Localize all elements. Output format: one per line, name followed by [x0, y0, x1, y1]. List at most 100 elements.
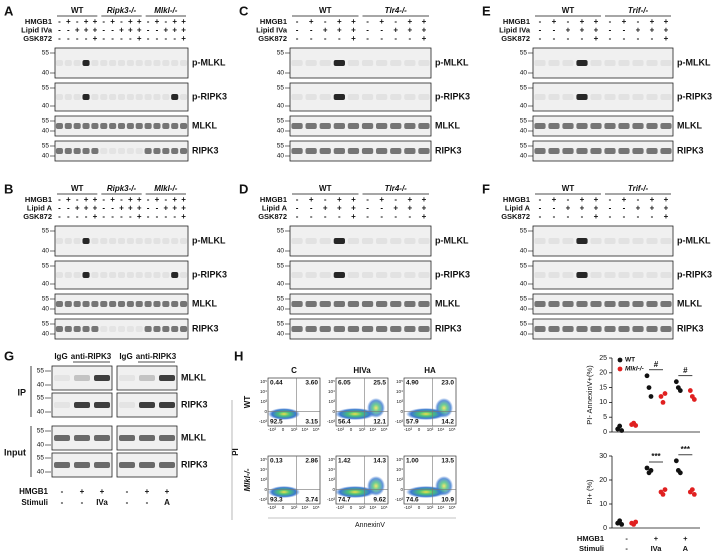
group-label: WT [562, 184, 575, 193]
x-tick-label: -10³ [404, 505, 413, 510]
band [548, 238, 560, 244]
data-point [687, 388, 693, 393]
y-tick-label: 10⁴ [260, 389, 267, 394]
lane-sign: - [609, 17, 612, 26]
band [534, 272, 546, 278]
band [64, 326, 72, 332]
lane-sign: - [120, 212, 123, 221]
lane-sign: + [351, 17, 356, 26]
blot-label: MLKL [192, 298, 217, 308]
lane-sign: + [566, 26, 571, 35]
band [180, 238, 188, 244]
legend-label: WT [625, 357, 635, 364]
band [180, 272, 188, 278]
band [562, 123, 574, 129]
band [534, 301, 546, 307]
mw-marker: 40 [42, 281, 50, 288]
band [100, 238, 108, 244]
row-label: HMGB1 [260, 195, 287, 204]
band [404, 148, 416, 154]
lane-sign: - [539, 34, 542, 43]
band [361, 94, 374, 100]
lane-sign: + [337, 17, 342, 26]
band [347, 301, 360, 307]
band [576, 238, 588, 244]
x-tick-label: 10³ [427, 427, 434, 432]
x-tick-label: 0 [282, 427, 285, 432]
band [305, 94, 317, 100]
cell-cloud [367, 476, 385, 496]
lane-sign: - [366, 26, 369, 35]
band [91, 238, 99, 244]
group-label: WT [319, 184, 332, 193]
blot-label: p-RIPK3 [192, 91, 227, 101]
band [135, 272, 143, 278]
band [291, 148, 303, 154]
band [632, 123, 644, 129]
band [618, 326, 630, 332]
data-point [619, 522, 625, 527]
lane-sign: - [129, 34, 132, 43]
row-label: HMGB1 [503, 17, 530, 26]
band [109, 94, 117, 100]
band [548, 326, 560, 332]
band [404, 94, 416, 100]
lane-sign: - [380, 26, 383, 35]
data-point [660, 400, 666, 405]
lane-sign: + [75, 204, 80, 213]
band [632, 326, 644, 332]
band [390, 238, 402, 244]
band [117, 326, 126, 332]
band [534, 123, 546, 129]
blot [289, 318, 432, 340]
lane-sign: + [636, 26, 641, 35]
band [180, 94, 188, 100]
lane-sign: + [566, 204, 571, 213]
x-tick-label: 10⁴ [302, 505, 309, 510]
band [590, 272, 602, 278]
lane-sign: - [394, 17, 397, 26]
lane-sign: + [379, 195, 384, 204]
y-tick-label: 0 [400, 487, 403, 492]
lane-sign: - [164, 212, 167, 221]
blot-label: MLKL [435, 120, 460, 130]
y-tick-label: 10³ [396, 477, 403, 482]
band [646, 326, 658, 332]
band [390, 60, 402, 66]
band [162, 301, 170, 307]
band [646, 238, 658, 244]
lane-sign: - [609, 195, 612, 204]
mw-marker: 40 [520, 70, 528, 77]
y-tick-label: 10⁴ [396, 389, 403, 394]
band [562, 326, 574, 332]
lane-sign: + [66, 17, 71, 26]
band [55, 326, 63, 332]
lane-sign: - [637, 34, 640, 43]
group-label: Trif-/- [628, 184, 649, 193]
band [319, 148, 331, 154]
band [548, 301, 560, 307]
band [333, 301, 345, 307]
band [171, 272, 179, 278]
y-axis-label: PI- AnnexinV+(%) [585, 365, 594, 425]
lane-sign: - [67, 204, 70, 213]
x-row-value: + [654, 534, 659, 543]
y-tick-label: 10³ [328, 399, 335, 404]
band [646, 301, 658, 307]
lane-sign: - [637, 195, 640, 204]
lane-sign: - [553, 212, 556, 221]
y-tick-label: 10⁵ [260, 457, 267, 462]
group-label: WT [71, 6, 84, 15]
quadrant-value: 93.3 [270, 497, 283, 504]
mw-marker: 40 [37, 382, 45, 389]
blot-label: p-MLKL [192, 235, 226, 245]
blot-label: RIPK3 [181, 399, 208, 409]
band [562, 301, 574, 307]
lane-sign: + [337, 26, 342, 35]
blot [289, 140, 432, 162]
band [590, 301, 602, 307]
mw-marker: 55 [42, 118, 50, 125]
y-tick-label: -10³ [259, 419, 268, 424]
band [319, 60, 331, 66]
x-tick-label: 10³ [359, 427, 366, 432]
